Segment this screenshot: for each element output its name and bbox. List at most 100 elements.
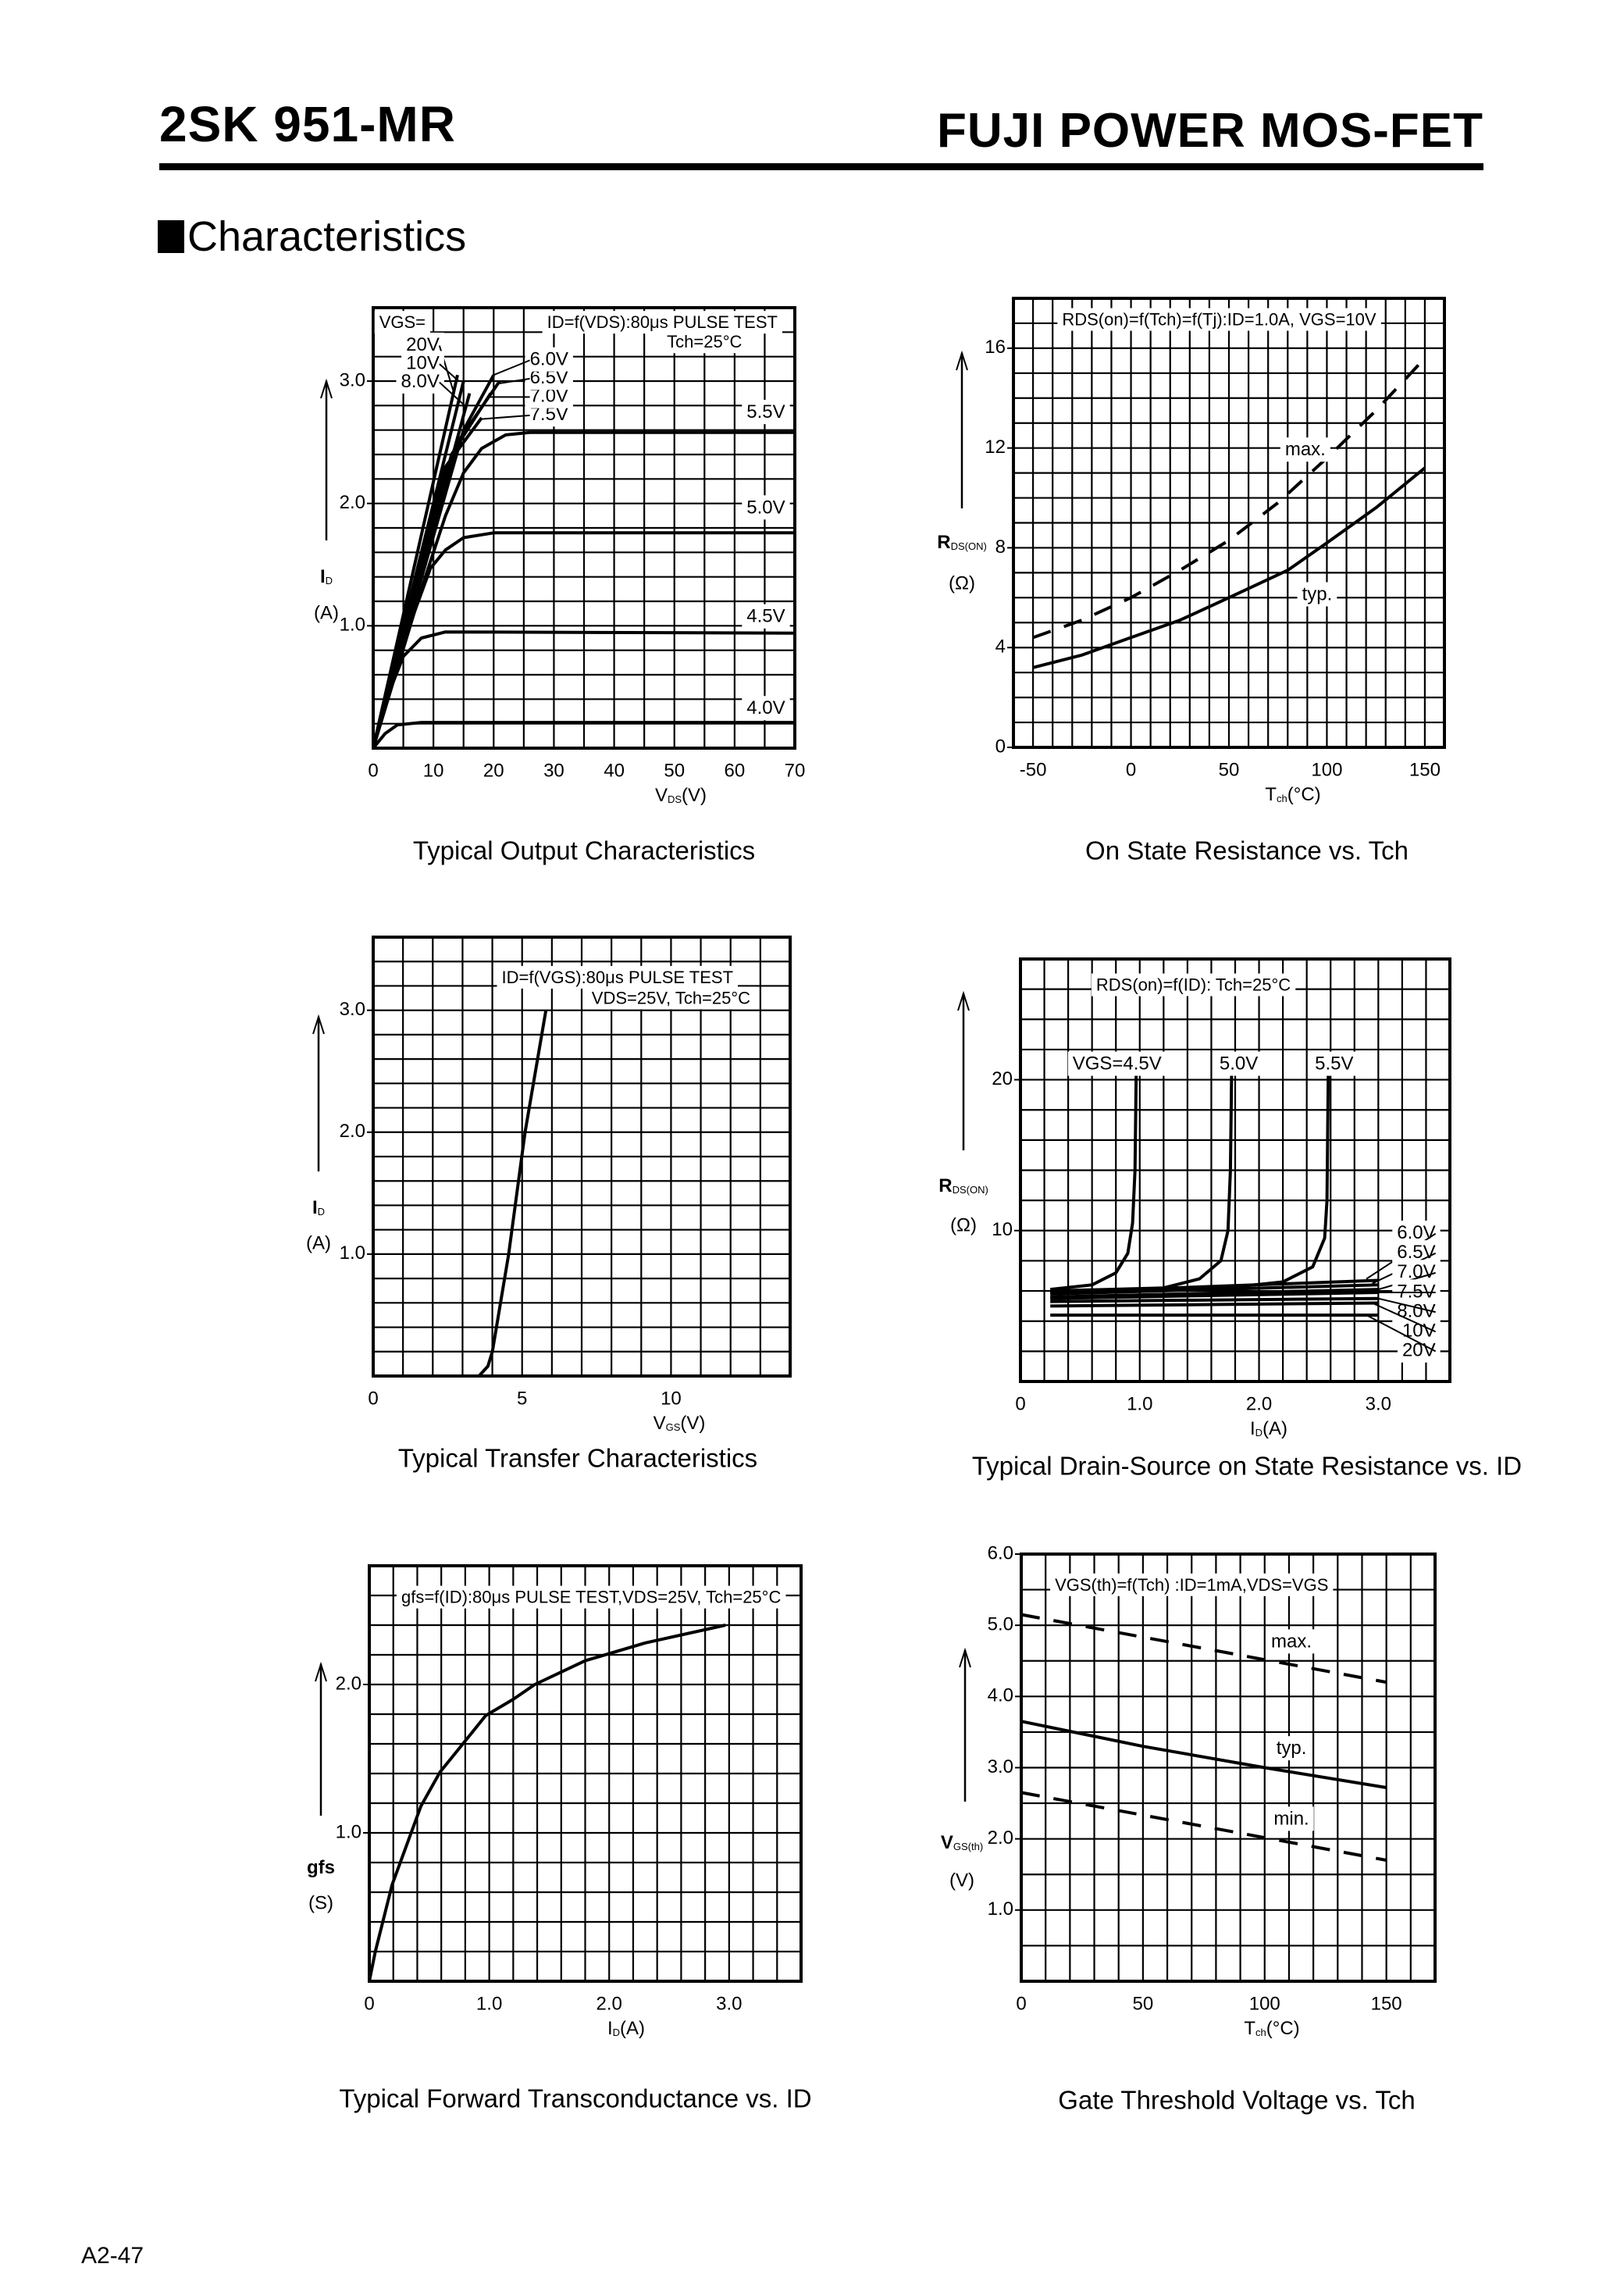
label-background bbox=[742, 604, 790, 629]
series-line-4-5v bbox=[372, 630, 796, 749]
label-background bbox=[742, 696, 790, 721]
y-tick-label: 5.0 bbox=[988, 1614, 1013, 1635]
test-condition-label: RDS(on)=f(Tch)=f(Tj):ID=1.0A, VGS=10V bbox=[1062, 310, 1376, 330]
x-tick-label: 10 bbox=[661, 1388, 682, 1409]
chart-caption: Typical Forward Transconductance vs. ID bbox=[339, 2084, 811, 2113]
x-axis-subscript: ch bbox=[1277, 793, 1287, 804]
x-tick-label: 2.0 bbox=[1246, 1393, 1272, 1414]
y-tick-label: 4.0 bbox=[988, 1685, 1013, 1706]
x-tick-label: 1.0 bbox=[1127, 1393, 1152, 1414]
label-background bbox=[1280, 437, 1330, 462]
y-axis-symbol: R bbox=[937, 532, 950, 553]
x-tick-label: 150 bbox=[1409, 759, 1441, 780]
series-line-max bbox=[1020, 1613, 1387, 1684]
y-tick-label: 1.0 bbox=[988, 1898, 1013, 1920]
y-tick-label: 2.0 bbox=[988, 1827, 1013, 1848]
x-tick-label: 0 bbox=[364, 1993, 374, 2014]
annotation-label: VGS= bbox=[379, 312, 426, 332]
grid bbox=[1020, 959, 1450, 1381]
label-background bbox=[1269, 1806, 1314, 1831]
x-axis-unit: (A) bbox=[1263, 1418, 1287, 1439]
arrow-head-icon bbox=[956, 350, 968, 371]
y-axis-title: gfs bbox=[307, 1857, 335, 1878]
y-axis-unit: (Ω) bbox=[950, 1214, 977, 1235]
series-line-5-0v bbox=[1050, 1075, 1234, 1293]
x-axis-subscript: DS bbox=[668, 793, 682, 805]
chart-typical-drain-source-on-state-resistance-vs-id: 0 1.0 2.0 3.0 10 20 RDS(on)=f(ID): Tch=25°C VGS… bbox=[938, 957, 1522, 1481]
label-background bbox=[1067, 1051, 1166, 1076]
y-axis-title: RDS(ON) bbox=[938, 1175, 988, 1196]
arrow-head-icon bbox=[959, 1647, 971, 1668]
y-axis-symbol: V bbox=[941, 1832, 953, 1853]
y-axis-symbol: R bbox=[938, 1175, 952, 1196]
y-tick-label: 3.0 bbox=[340, 999, 365, 1020]
series-line-typ bbox=[1020, 1720, 1387, 1789]
chart-typical-output-characteristics: 0 10 20 30 40 50 60 70 1.0 2.0 3.0 ID=f(VDS):80μs P… bbox=[314, 306, 806, 865]
x-tick-label: 60 bbox=[725, 760, 746, 781]
chart-on-state-resistance-vs-tch: -50 0 50 100 150 0 4 8 12 16 RDS(on)=f(Tch)=f(Tj):… bbox=[937, 297, 1446, 865]
series-label-8-0v: 8.0V bbox=[401, 371, 439, 392]
series-label-typ: typ. bbox=[1302, 583, 1333, 604]
series-line-curve-1 bbox=[368, 1624, 726, 1982]
test-condition-label: ID=f(VDS):80μs PULSE TEST bbox=[547, 312, 778, 332]
section-heading: Characteristics bbox=[158, 212, 466, 261]
x-tick-label: 100 bbox=[1249, 1993, 1280, 2014]
plot-frame bbox=[1019, 957, 1451, 1383]
series-label-5-0v: 5.0V bbox=[746, 497, 785, 518]
y-tick-label: 8 bbox=[995, 537, 1006, 558]
y-tick-label: 2.0 bbox=[340, 492, 365, 513]
y-axis-symbol: I bbox=[312, 1197, 318, 1218]
label-background bbox=[1266, 1629, 1317, 1654]
series-line-min bbox=[1020, 1791, 1387, 1862]
test-condition-label: VDS=25V, Tch=25°C bbox=[592, 988, 750, 1007]
page-number: A2-47 bbox=[81, 2243, 144, 2269]
grid bbox=[1021, 1554, 1435, 1981]
x-axis-unit: (°C) bbox=[1266, 2018, 1300, 2039]
y-axis-unit: (V) bbox=[949, 1870, 974, 1891]
label-background bbox=[396, 369, 444, 394]
x-axis-symbol: V bbox=[655, 785, 668, 806]
series-line-6-0v bbox=[1050, 1278, 1379, 1294]
series-label-7-5v: 7.5V bbox=[1397, 1281, 1435, 1302]
label-leader-line bbox=[481, 414, 530, 420]
series-label-4-5v: 4.5V bbox=[746, 606, 785, 627]
x-axis-unit: (V) bbox=[680, 1413, 705, 1434]
test-condition-label: Tch=25°C bbox=[667, 332, 742, 351]
label-background bbox=[586, 986, 756, 1010]
y-axis-subscript: GS(th) bbox=[953, 1841, 983, 1852]
plot-frame bbox=[372, 936, 792, 1378]
arrow-head-icon bbox=[312, 1014, 325, 1035]
y-axis-subscript: DS(ON) bbox=[951, 540, 987, 552]
x-tick-label: 3.0 bbox=[1366, 1393, 1391, 1414]
label-background bbox=[742, 400, 790, 425]
y-axis-title: ID bbox=[320, 566, 333, 587]
x-axis-unit: (V) bbox=[682, 785, 707, 806]
chart-caption: On State Resistance vs. Tch bbox=[1085, 836, 1409, 865]
label-leader-line bbox=[493, 359, 530, 376]
series-label-typ: typ. bbox=[1277, 1738, 1307, 1759]
y-tick-label: 6.0 bbox=[988, 1542, 1013, 1563]
x-axis-unit: (°C) bbox=[1287, 784, 1321, 805]
x-tick-label: 150 bbox=[1371, 1993, 1402, 2014]
x-tick-label: 70 bbox=[785, 760, 806, 781]
series-label-7-0v: 7.0V bbox=[1397, 1261, 1435, 1282]
header-rule bbox=[159, 163, 1483, 170]
x-axis-symbol: T bbox=[1265, 784, 1277, 805]
y-tick-label: 20 bbox=[992, 1068, 1013, 1089]
x-tick-label: 10 bbox=[423, 760, 444, 781]
y-axis-title: ID bbox=[312, 1197, 325, 1218]
test-condition-label: ID=f(VGS):80μs PULSE TEST bbox=[502, 968, 734, 987]
x-tick-label: 5 bbox=[517, 1388, 527, 1409]
x-axis-symbol: V bbox=[654, 1413, 666, 1434]
y-axis-title: RDS(ON) bbox=[937, 532, 987, 553]
label-background bbox=[374, 311, 431, 334]
x-tick-label: 50 bbox=[664, 760, 685, 781]
y-tick-label: 2.0 bbox=[336, 1673, 361, 1694]
series-line-typ bbox=[1032, 466, 1426, 669]
series-line-curve-1 bbox=[477, 1010, 548, 1378]
y-axis-unit: (A) bbox=[314, 602, 339, 623]
arrow-head-icon bbox=[957, 990, 970, 1011]
bullet-square-icon bbox=[158, 220, 184, 253]
test-condition-label: VGS(th)=f(Tch) :ID=1mA,VDS=VGS bbox=[1055, 1575, 1328, 1595]
